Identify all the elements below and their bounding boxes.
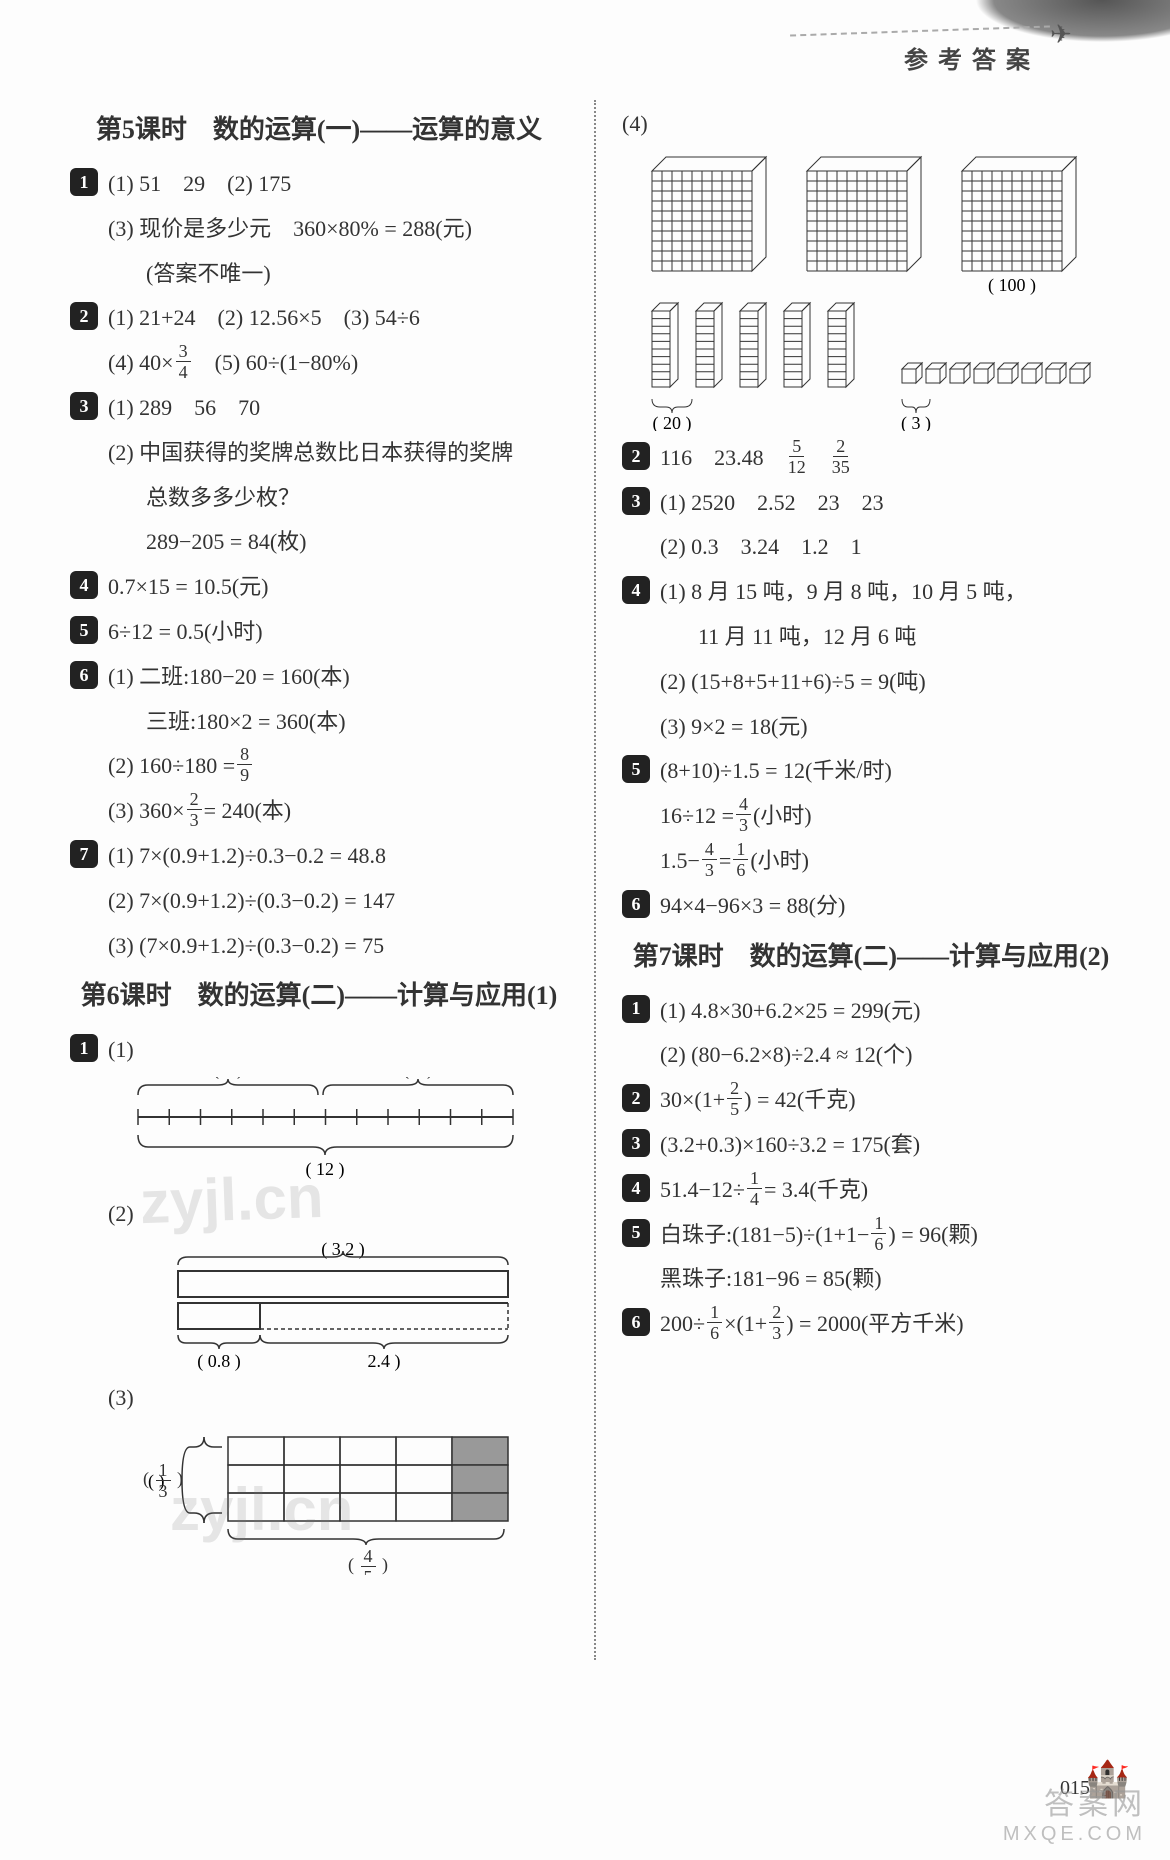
- item-2: 2(1) 21+24 (2) 12.56×5 (3) 54÷6: [70, 297, 568, 339]
- fraction: 235: [832, 437, 850, 476]
- grid3-svg: ( ) ( 13 ) ( 45 ): [108, 1425, 528, 1575]
- fraction: 34: [176, 342, 191, 381]
- item-4: 40.7×15 = 10.5(元): [70, 566, 568, 608]
- item-text: (2) 0.3 3.24 1.2 1: [622, 526, 1120, 568]
- fraction: 512: [788, 437, 806, 476]
- column-divider: [594, 100, 596, 1660]
- item-text: (3) 9×2 = 18(元): [622, 706, 1120, 748]
- brace-label: ( 12 ): [306, 1159, 345, 1180]
- item-text: (答案不唯一): [70, 253, 568, 295]
- item-3: 3(1) 289 56 70: [70, 387, 568, 429]
- footer-watermark: 答案网 MXQE.COM: [1003, 1779, 1146, 1846]
- badge-2: 2: [622, 442, 650, 470]
- item-6: 6(1) 二班:180−20 = 160(本): [70, 656, 568, 698]
- badge-4: 4: [622, 576, 650, 604]
- item-text: (3): [70, 1377, 568, 1419]
- item-text: (2) 7×(0.9+1.2)÷(0.3−0.2) = 147: [70, 880, 568, 922]
- badge-3: 3: [70, 392, 98, 420]
- item-text: (2) 160÷180 = 89: [70, 745, 568, 787]
- badge-2: 2: [622, 1084, 650, 1112]
- item-text: 总数多多少枚？: [70, 477, 568, 519]
- item-2: 2 116 23.48 512 235: [622, 437, 1120, 479]
- item-text: (4): [622, 103, 1120, 145]
- number-line-svg: ( 5 ) ( 7 ) ( 12 ): [108, 1077, 528, 1187]
- item-1: 1(1) 4.8×30+6.2×25 = 299(元): [622, 990, 1120, 1032]
- item-text: (3) 360×23 = 240(本): [70, 790, 568, 832]
- item-6: 694×4−96×3 = 88(分): [622, 885, 1120, 927]
- badge-5: 5: [70, 616, 98, 644]
- item-3: 3(3.2+0.3)×160÷3.2 = 175(套): [622, 1124, 1120, 1166]
- diagram-bar-2: ( 3.2 ) ( 0.8 ) 2.4 ): [108, 1241, 568, 1371]
- svg-text:( 3 ): ( 3 ): [901, 413, 931, 431]
- section-title-6: 第6课时 数的运算(二)——计算与应用(1): [70, 976, 568, 1015]
- page: ✈ 参考答案 第5课时 数的运算(一)——运算的意义 1(1) 51 29 (2…: [0, 0, 1170, 1860]
- item-text: 黑珠子:181−96 = 85(颗): [622, 1258, 1120, 1300]
- fraction: 89: [237, 745, 252, 784]
- item-text: 1.5−43 = 16(小时): [622, 840, 1120, 882]
- item-text: (2) (15+8+5+11+6)÷5 = 9(吨): [622, 661, 1120, 703]
- cubes-svg: ( 100 ) ( 20 ) ( 3 ): [632, 151, 1112, 431]
- diagram-grid-3: ( ) ( 13 ) ( 45 ): [108, 1425, 568, 1575]
- badge-1: 1: [70, 1034, 98, 1062]
- item-1: 1(1) 51 29 (2) 175: [70, 163, 568, 205]
- badge-6: 6: [70, 661, 98, 689]
- section-title-5: 第5课时 数的运算(一)——运算的意义: [70, 110, 568, 149]
- item-text: 11 月 11 吨，12 月 6 吨: [622, 616, 1120, 658]
- badge-6: 6: [622, 1308, 650, 1336]
- item-2: 230×(1+25) = 42(千克): [622, 1079, 1120, 1121]
- badge-4: 4: [622, 1174, 650, 1202]
- item-text: (2) 中国获得的奖牌总数比日本获得的奖牌: [70, 432, 568, 474]
- badge-6: 6: [622, 890, 650, 918]
- fraction: 23: [187, 790, 202, 829]
- badge-5: 5: [622, 1219, 650, 1247]
- item-text: (2): [70, 1193, 568, 1235]
- badge-4: 4: [70, 571, 98, 599]
- badge-1: 1: [70, 168, 98, 196]
- item-5: 5(8+10)÷1.5 = 12(千米/时): [622, 750, 1120, 792]
- svg-text:( 0.8 ): ( 0.8 ): [197, 1351, 241, 1371]
- item-4: 4(1) 8 月 15 吨，9 月 8 吨，10 月 5 吨，: [622, 571, 1120, 613]
- item-text: (4) 40×34 (5) 60÷(1−80%): [70, 342, 568, 384]
- diagram-number-line: ( 5 ) ( 7 ) ( 12 ): [108, 1077, 568, 1187]
- left-column: 第5课时 数的运算(一)——运算的意义 1(1) 51 29 (2) 175 (…: [70, 100, 568, 1660]
- item-text: (3) 现价是多少元 360×80% = 288(元): [70, 208, 568, 250]
- badge-7: 7: [70, 840, 98, 868]
- item-text: (3) (7×0.9+1.2)÷(0.3−0.2) = 75: [70, 925, 568, 967]
- item-text: 16÷12 = 43(小时): [622, 795, 1120, 837]
- badge-1: 1: [622, 995, 650, 1023]
- badge-3: 3: [622, 1129, 650, 1157]
- item-5: 5白珠子:(181−5)÷(1+1−16) = 96(颗): [622, 1214, 1120, 1256]
- diagram-cubes: ( 100 ) ( 20 ) ( 3 ): [632, 151, 1120, 431]
- item-7: 7(1) 7×(0.9+1.2)÷0.3−0.2 = 48.8: [70, 835, 568, 877]
- item-4: 451.4−12÷14 = 3.4(千克): [622, 1169, 1120, 1211]
- badge-5: 5: [622, 755, 650, 783]
- item-text: 三班:180×2 = 360(本): [70, 701, 568, 743]
- item-text: 289−205 = 84(枚): [70, 521, 568, 563]
- item-3: 3(1) 2520 2.52 23 23: [622, 482, 1120, 524]
- section-title-7: 第7课时 数的运算(二)——计算与应用(2): [622, 937, 1120, 976]
- two-column-layout: 第5课时 数的运算(一)——运算的意义 1(1) 51 29 (2) 175 (…: [70, 100, 1120, 1660]
- badge-2: 2: [70, 302, 98, 330]
- bar2-svg: ( 3.2 ) ( 0.8 ) 2.4 ): [108, 1241, 528, 1371]
- item-6: 6200÷16×(1+23) = 2000(平方千米): [622, 1303, 1120, 1345]
- item-1: 1(1): [70, 1029, 568, 1071]
- badge-3: 3: [622, 487, 650, 515]
- paper-plane-icon: ✈: [1050, 20, 1072, 50]
- dotted-path: [790, 25, 1050, 36]
- item-text: (2) (80−6.2×8)÷2.4 ≈ 12(个): [622, 1034, 1120, 1076]
- right-column: (4) ( 100 ) ( 20 ) ( 3 ) 2 116 23.48 512…: [622, 100, 1120, 1660]
- svg-text:( 20 ): ( 20 ): [653, 413, 692, 431]
- header-title: 参考答案: [904, 40, 1040, 75]
- svg-text:2.4 ): 2.4 ): [368, 1351, 401, 1371]
- item-5: 56÷12 = 0.5(小时): [70, 611, 568, 653]
- svg-text:( 100 ): ( 100 ): [988, 275, 1036, 296]
